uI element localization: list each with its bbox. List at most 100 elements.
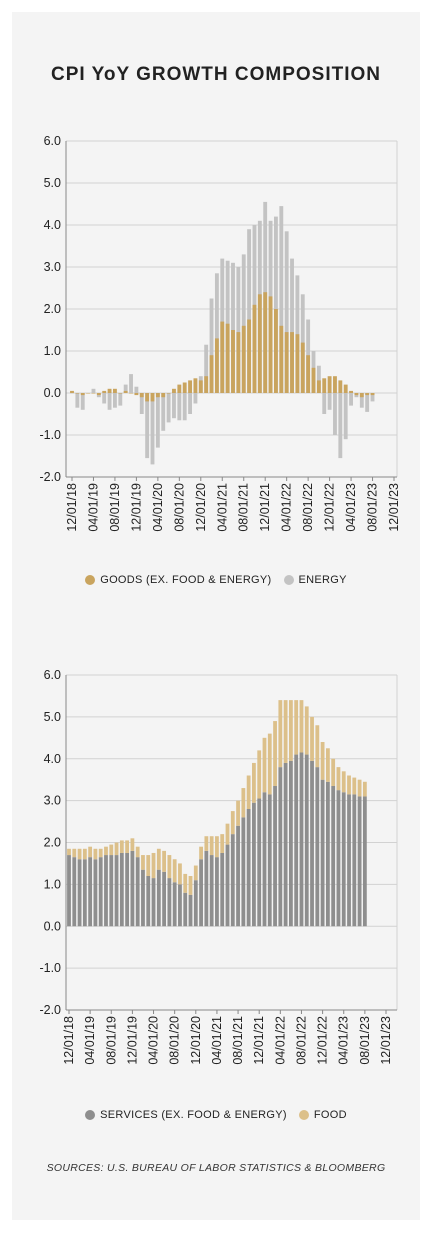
bar-food <box>130 838 135 851</box>
bar-energy <box>327 393 332 410</box>
bar-services <box>241 817 246 927</box>
legend-item-goods: GOODS (EX. FOOD & ENERGY) <box>85 574 271 586</box>
bar-food <box>125 840 130 853</box>
bar-services <box>167 878 172 927</box>
bar-services <box>82 859 87 927</box>
bar-food <box>67 848 71 856</box>
bar-services <box>225 844 230 927</box>
bar-food <box>357 779 362 797</box>
bar-services <box>156 869 161 927</box>
bar-energy <box>161 393 166 431</box>
bar-food <box>141 855 145 870</box>
bar-food <box>204 836 209 851</box>
x-tick-label: 04/01/19 <box>86 483 100 532</box>
x-tick-label: 08/01/22 <box>294 1016 308 1065</box>
bar-food <box>230 811 235 835</box>
bar-goods <box>166 393 171 394</box>
bar-goods <box>279 325 284 393</box>
y-tick-label: -1.0 <box>39 428 61 442</box>
bar-food <box>77 848 82 860</box>
bar-goods <box>252 304 257 393</box>
bar-services <box>162 871 167 927</box>
bar-goods <box>343 384 348 393</box>
bar-food <box>88 846 93 858</box>
bar-food <box>252 762 256 803</box>
bar-goods <box>338 380 343 393</box>
bar-food <box>162 850 167 872</box>
bar-food <box>257 750 262 799</box>
x-tick-label: 12/01/22 <box>316 1016 330 1065</box>
bar-services <box>362 796 367 927</box>
energy-swatch <box>283 575 294 585</box>
bar-services <box>252 802 256 927</box>
bar-goods <box>322 378 327 393</box>
y-tick-label: 4.0 <box>44 752 61 766</box>
bar-goods <box>268 296 273 393</box>
bar-goods <box>177 384 182 393</box>
bar-food <box>294 700 299 755</box>
bar-food <box>119 840 124 853</box>
bar-energy <box>118 393 123 406</box>
bar-services <box>125 852 130 927</box>
bar-energy <box>274 216 278 393</box>
bar-goods <box>80 393 85 396</box>
bar-energy <box>279 206 284 393</box>
y-tick-label: 4.0 <box>44 218 61 232</box>
bar-services <box>204 850 209 927</box>
bar-goods <box>96 393 101 396</box>
bar-food <box>114 842 119 856</box>
services-swatch <box>85 1110 96 1120</box>
bar-goods <box>139 393 144 398</box>
bar-energy <box>91 388 96 393</box>
bar-food <box>178 863 182 885</box>
bar-goods <box>311 367 316 393</box>
bar-services <box>109 855 114 927</box>
bar-food <box>273 721 277 786</box>
bar-food <box>193 865 198 881</box>
bar-goods <box>123 390 128 393</box>
bar-energy <box>284 231 289 393</box>
x-tick-label: 12/01/21 <box>258 483 272 532</box>
bar-goods <box>129 393 133 394</box>
bar-services <box>146 876 151 927</box>
x-tick-label: 12/01/21 <box>252 1016 266 1065</box>
bar-services <box>178 884 182 927</box>
chart2-legend: SERVICES (EX. FOOD & ENERGY) FOOD <box>0 1109 432 1121</box>
bar-food <box>215 836 219 858</box>
bar-services <box>352 794 357 927</box>
bar-goods <box>365 393 370 396</box>
bar-goods <box>102 390 107 393</box>
x-tick-label: 04/01/21 <box>215 483 229 532</box>
bar-energy <box>365 393 370 412</box>
bar-goods <box>263 292 268 393</box>
goods-energy-chart: 6.0 5.0 4.0 3.0 2.0 1.0 0.0 -1.0 -2.0 12/01/18 04/… <box>39 134 401 532</box>
bar-energy <box>241 254 246 393</box>
bar-food <box>104 846 108 856</box>
y-tick-label: 2.0 <box>44 836 61 850</box>
chart-card <box>12 12 420 1220</box>
bar-services <box>104 855 108 927</box>
x-tick-label: 08/01/20 <box>168 1016 182 1065</box>
x-tick-label: 04/01/20 <box>147 1016 161 1065</box>
source-note: SOURCES: U.S. BUREAU OF LABOR STATISTICS… <box>46 1162 386 1174</box>
bar-services <box>257 798 262 927</box>
bar-food <box>225 823 230 845</box>
y-tick-label: 0.0 <box>44 919 61 933</box>
legend-item-services: SERVICES (EX. FOOD & ENERGY) <box>85 1109 287 1121</box>
bar-energy <box>359 393 364 408</box>
bar-food <box>109 844 114 856</box>
bar-goods <box>241 325 246 393</box>
bar-energy <box>193 393 198 404</box>
bar-goods <box>182 382 187 393</box>
bar-goods <box>225 323 230 393</box>
y-tick-label: -2.0 <box>39 1003 61 1017</box>
bar-services <box>320 779 325 927</box>
bar-energy <box>343 393 348 440</box>
bar-energy <box>209 298 214 393</box>
legend-label-food: FOOD <box>313 1109 347 1121</box>
bar-services <box>283 762 288 927</box>
bar-food <box>241 788 246 818</box>
bar-goods <box>236 332 241 393</box>
bar-energy <box>102 393 107 404</box>
y-tick-label: 6.0 <box>44 668 61 682</box>
